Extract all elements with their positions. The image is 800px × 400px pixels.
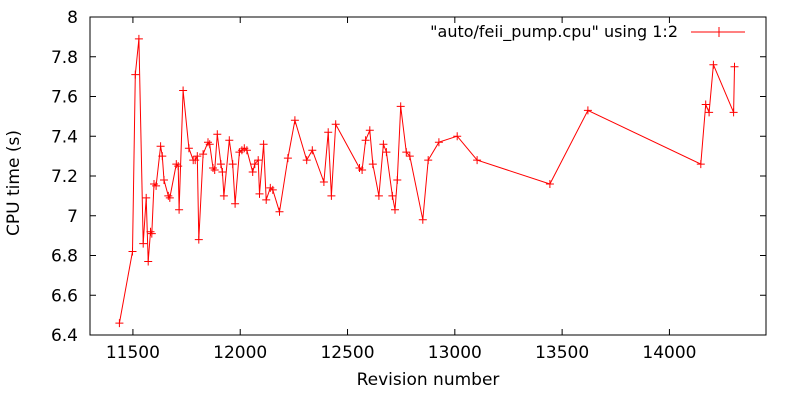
legend-series-sample — [691, 27, 745, 37]
y-tick-label: 8 — [67, 8, 78, 28]
y-axis-title: CPU time (s) — [4, 130, 24, 236]
legend-label: "auto/feii_pump.cpu" using 1:2 — [430, 22, 678, 42]
y-tick-label: 7.6 — [51, 88, 78, 108]
tick-layer: 11500 12000 12500 13000 13500 14000 6.4 6.6 6.8 7… — [51, 8, 766, 363]
y-tick-label: 7 — [67, 207, 78, 227]
y-tick-label: 7.2 — [51, 167, 78, 187]
y-tick-label: 7.8 — [51, 48, 78, 68]
legend: "auto/feii_pump.cpu" using 1:2 — [430, 22, 745, 42]
x-tick-label: 13000 — [428, 343, 482, 363]
x-tick-label: 11500 — [106, 343, 160, 363]
x-tick-label: 12500 — [320, 343, 374, 363]
series-line — [118, 38, 735, 324]
y-tick-label: 6.6 — [51, 286, 78, 306]
data-point-markers — [115, 34, 739, 328]
x-tick-label: 12000 — [213, 343, 267, 363]
y-tick-label: 7.4 — [51, 127, 78, 147]
x-tick-label: 14000 — [642, 343, 696, 363]
y-tick-label: 6.4 — [51, 326, 78, 346]
plot-border — [89, 16, 767, 336]
y-tick-label: 6.8 — [51, 247, 78, 267]
series-layer — [115, 34, 739, 328]
x-tick-label: 13500 — [535, 343, 589, 363]
x-axis-title: Revision number — [357, 370, 500, 390]
